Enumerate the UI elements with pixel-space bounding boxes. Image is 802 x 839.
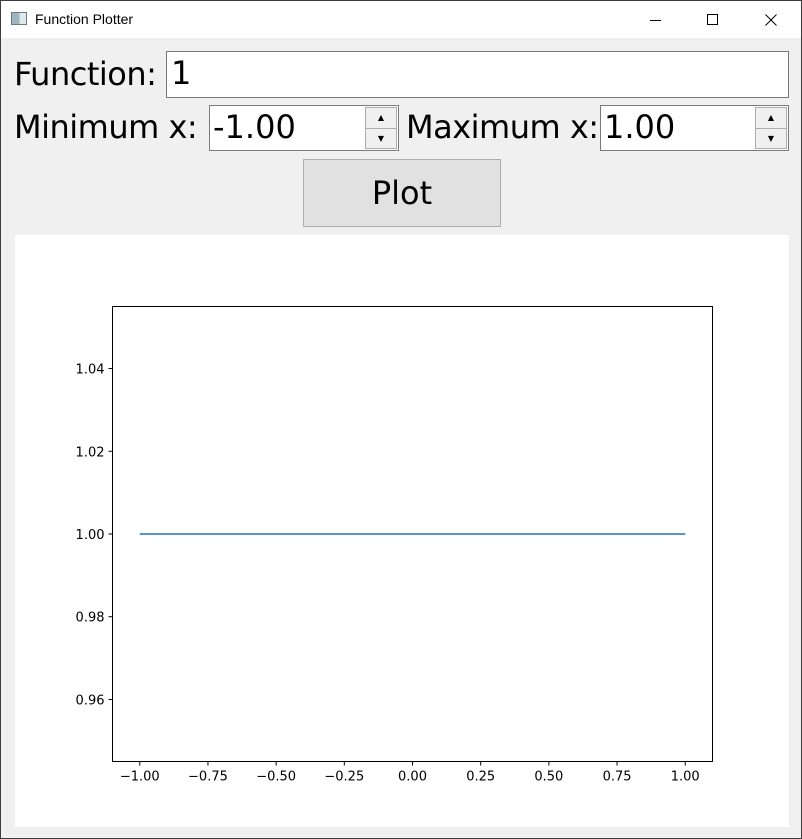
- maximum-x-value[interactable]: 1.00: [604, 108, 676, 146]
- caret-down-icon: ▼: [767, 133, 775, 143]
- minimum-x-down-button[interactable]: ▼: [365, 128, 397, 149]
- y-tick-label: 0.98: [76, 611, 105, 626]
- x-tick-label: −1.00: [120, 770, 160, 785]
- minimize-button[interactable]: [627, 1, 685, 38]
- maximize-button[interactable]: [684, 1, 742, 38]
- app-window-icon: [11, 12, 27, 25]
- y-tick-label: 0.96: [76, 693, 105, 708]
- x-tick-label: 1.00: [671, 770, 700, 785]
- minimum-x-value[interactable]: -1.00: [213, 108, 296, 146]
- y-tick-label: 1.02: [76, 445, 105, 460]
- title-bar[interactable]: Function Plotter: [1, 1, 801, 38]
- minimum-x-up-button[interactable]: ▲: [365, 107, 397, 129]
- y-tick-label: 1.04: [76, 363, 105, 378]
- maximum-x-spin-arrows[interactable]: ▲ ▼: [755, 107, 787, 149]
- plot-button[interactable]: Plot: [303, 159, 501, 227]
- maximum-x-down-button[interactable]: ▼: [755, 128, 787, 149]
- function-label: Function:: [14, 55, 157, 93]
- minimum-x-spinbox[interactable]: -1.00 ▲ ▼: [209, 105, 399, 151]
- caret-up-icon: ▲: [767, 113, 775, 123]
- x-tick-label: −0.75: [188, 770, 228, 785]
- minimize-icon: [650, 19, 661, 21]
- x-tick-label: −0.25: [324, 770, 364, 785]
- maximum-x-spinbox[interactable]: 1.00 ▲ ▼: [600, 105, 789, 151]
- function-input[interactable]: 1: [166, 51, 789, 98]
- maximum-x-label: Maximum x:: [406, 108, 599, 146]
- minimum-x-spin-arrows[interactable]: ▲ ▼: [365, 107, 397, 149]
- close-button[interactable]: [742, 1, 800, 38]
- plot-canvas: −1.00 −0.75 −0.50 −0.25 0.00 0.25 0.50 0.75 1.00…: [15, 235, 789, 827]
- minimum-x-label: Minimum x:: [14, 108, 198, 146]
- x-tick-label: 0.75: [603, 770, 632, 785]
- y-tick-label: 1.00: [76, 528, 105, 543]
- close-icon: [765, 13, 777, 26]
- x-tick-label: 0.50: [534, 770, 563, 785]
- window-title: Function Plotter: [35, 11, 134, 27]
- maximize-icon: [707, 13, 718, 25]
- caret-down-icon: ▼: [377, 133, 385, 143]
- maximum-x-up-button[interactable]: ▲: [755, 107, 787, 129]
- x-tick-label: 0.00: [398, 770, 427, 785]
- x-tick-label: 0.25: [466, 770, 495, 785]
- x-tick-label: −0.50: [256, 770, 296, 785]
- line-chart: −1.00 −0.75 −0.50 −0.25 0.00 0.25 0.50 0.75 1.00…: [76, 306, 713, 785]
- caret-up-icon: ▲: [377, 113, 385, 123]
